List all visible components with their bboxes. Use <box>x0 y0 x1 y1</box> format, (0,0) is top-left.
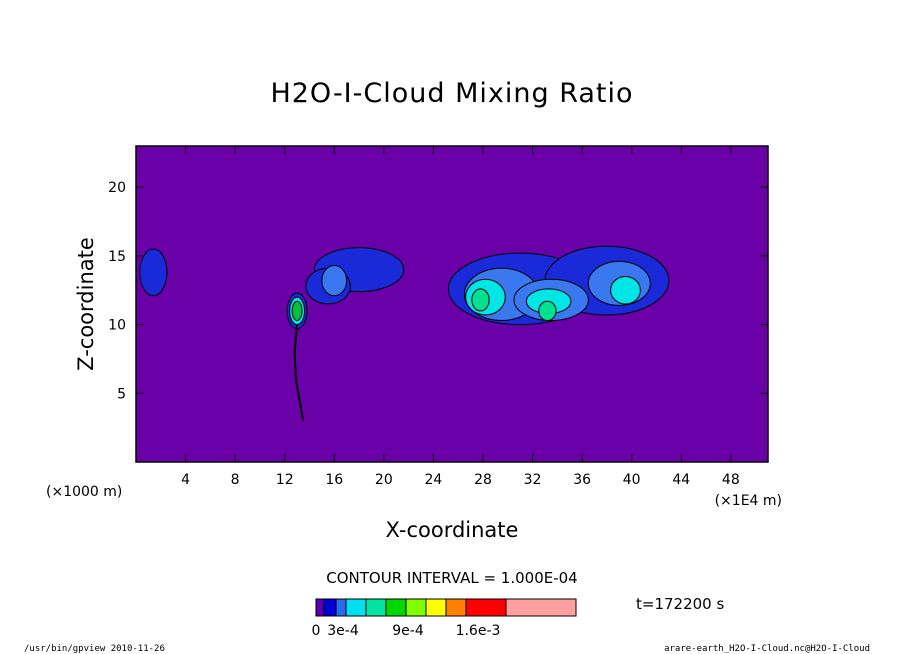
cloud-contour-region <box>321 265 348 297</box>
time-label: t=172200 s <box>636 595 724 613</box>
colorbar-label: 1.6e-3 <box>456 623 501 639</box>
colorbar-segment <box>365 598 387 617</box>
colorbar-segment <box>385 598 407 617</box>
colorbar-segment <box>465 598 507 617</box>
x-tick-label: 12 <box>276 472 294 488</box>
colorbar-segment <box>335 598 347 617</box>
cloud-contour-region <box>610 276 641 305</box>
x-axis-label: X-coordinate <box>386 518 519 542</box>
plot-background <box>136 146 768 462</box>
colorbar-segment <box>445 598 467 617</box>
colorbar-segment <box>345 598 367 617</box>
x-tick-label: 44 <box>672 472 690 488</box>
y-tick-label: 15 <box>108 249 126 265</box>
x-tick-label: 32 <box>524 472 542 488</box>
cloud-contour-region <box>538 300 557 321</box>
y-axis: 5 10 15 20 <box>108 180 768 402</box>
x-tick-label: 40 <box>623 472 641 488</box>
colorbar-segment <box>505 598 577 617</box>
colorbar-label: 0 <box>312 623 321 639</box>
y-axis-label: Z-coordinate <box>74 237 98 371</box>
x-unit-left: (×1000 m) <box>46 484 122 500</box>
chart-title: H2O-I-Cloud Mixing Ratio <box>270 78 633 109</box>
y-tick-label: 5 <box>117 386 126 402</box>
x-tick-label: 8 <box>231 472 240 488</box>
footer-left: /usr/bin/gpview 2010-11-26 <box>24 644 165 654</box>
contour-interval: CONTOUR INTERVAL = 1.000E-04 <box>326 569 577 587</box>
y-tick-label: 20 <box>108 180 126 196</box>
plot-frame <box>135 145 769 463</box>
cloud-stem <box>293 324 305 421</box>
x-unit-right: (×1E4 m) <box>715 493 782 509</box>
cloud-contour-region <box>139 248 168 297</box>
x-tick-label: 48 <box>722 472 740 488</box>
colorbar-segment <box>323 598 337 617</box>
footer-right: arare-earth_H2O-I-Cloud.nc@H2O-I-Cloud <box>664 644 870 654</box>
x-tick-label: 16 <box>325 472 343 488</box>
x-tick-label: 24 <box>424 472 442 488</box>
colorbar-labels: 0 3e-4 9e-4 1.6e-3 <box>312 623 501 639</box>
colorbar-segment <box>315 598 325 617</box>
y-tick-label: 10 <box>108 318 126 334</box>
colorbar <box>315 598 577 617</box>
x-tick-label: 28 <box>474 472 492 488</box>
cloud-contour-region <box>291 300 303 321</box>
colorbar-label: 3e-4 <box>327 623 359 639</box>
x-tick-label: 36 <box>573 472 591 488</box>
x-axis: 4 8 12 16 20 24 28 32 36 40 44 48 <box>181 146 740 488</box>
x-tick-label: 4 <box>181 472 190 488</box>
cloud-contour-region <box>471 288 490 312</box>
colorbar-segment <box>425 598 447 617</box>
plot-area <box>135 145 769 463</box>
colorbar-label: 9e-4 <box>392 623 424 639</box>
colorbar-segment <box>405 598 427 617</box>
x-tick-label: 20 <box>375 472 393 488</box>
